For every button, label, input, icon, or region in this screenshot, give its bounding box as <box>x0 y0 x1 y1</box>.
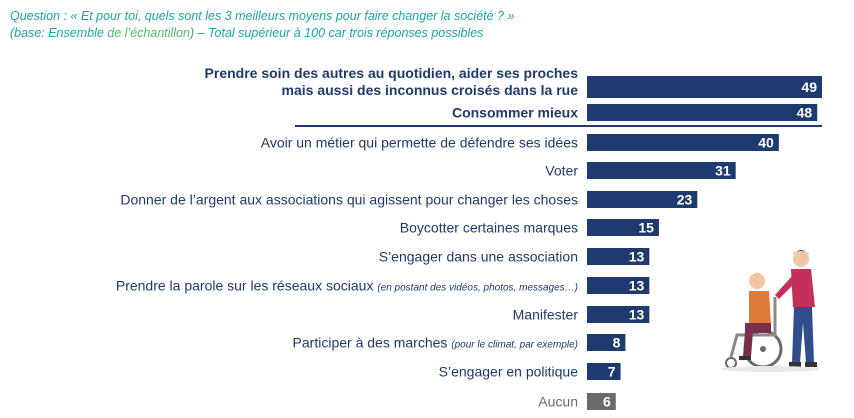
bar-value-label: 49 <box>801 79 817 95</box>
bar-value-label: 15 <box>638 220 654 236</box>
bar-value-label: 13 <box>629 307 645 323</box>
bar <box>587 134 779 151</box>
helper-shirt <box>791 269 815 307</box>
question-text: Question : « Et pour toi, quels sont les… <box>10 8 840 42</box>
elder-head <box>749 273 765 289</box>
bar <box>587 162 736 179</box>
wheel-hub <box>760 346 766 352</box>
wheel-small <box>725 357 737 369</box>
elder-top <box>749 291 771 325</box>
elder-lap <box>745 323 771 333</box>
base-highlight: de l’échantillon <box>107 26 190 40</box>
helper-hair <box>793 250 809 255</box>
category-label: Prendre soin des autres au quotidien, ai… <box>205 65 579 81</box>
bar <box>587 191 698 208</box>
bar-value-label: 6 <box>603 394 611 410</box>
category-label: Voter <box>545 163 578 179</box>
bar <box>587 363 621 380</box>
bar-value-label: 13 <box>629 278 645 294</box>
base-line: (base: Ensemble de l’échantillon) – Tota… <box>10 25 840 42</box>
helper-arm <box>775 275 795 299</box>
helper-legs <box>792 307 814 363</box>
bar-value-label: 40 <box>758 135 774 151</box>
category-label: Donner de l’argent aux associations qui … <box>120 192 578 208</box>
category-label: Participer à des marches (pour le climat… <box>293 335 578 351</box>
bar-value-label: 7 <box>608 364 616 380</box>
bar <box>587 277 650 294</box>
category-label: S’engager en politique <box>439 364 579 380</box>
question-line: Question : « Et pour toi, quels sont les… <box>10 9 515 23</box>
elder-hair <box>748 272 766 278</box>
category-label-line2: mais aussi des inconnus croisés dans la … <box>282 82 579 98</box>
bar <box>587 334 626 351</box>
category-label: Boycotter certaines marques <box>400 220 578 236</box>
bar <box>587 76 822 98</box>
category-label: Consommer mieux <box>452 105 578 121</box>
helper-shoe-right <box>805 362 817 367</box>
bar-value-label: 13 <box>629 249 645 265</box>
wheelchair-illustration <box>720 250 820 372</box>
helper-shoe-left <box>789 362 801 367</box>
category-label: Avoir un métier qui permette de défendre… <box>261 135 578 151</box>
category-label: Prendre la parole sur les réseaux sociau… <box>116 278 578 294</box>
bar <box>587 248 650 265</box>
category-label: S’engager dans une association <box>379 249 578 265</box>
bar <box>587 104 818 121</box>
helper-head <box>793 251 809 267</box>
bar-value-label: 31 <box>715 163 731 179</box>
elder-shoes <box>739 356 751 360</box>
bar-value-label: 8 <box>613 335 621 351</box>
ground-shadow <box>720 366 820 372</box>
bar <box>587 306 650 323</box>
chair-frame <box>729 297 777 358</box>
bar-value-label: 23 <box>677 192 693 208</box>
bar <box>587 393 616 410</box>
bar-value-label: 48 <box>797 105 813 121</box>
elder-legs <box>743 331 753 357</box>
category-label: Manifester <box>513 307 579 323</box>
category-label: Aucun <box>538 394 578 410</box>
bar <box>587 219 659 236</box>
base-suffix: ) – Total supérieur à 100 car trois répo… <box>189 26 484 40</box>
base-prefix: (base: Ensemble <box>10 26 108 40</box>
